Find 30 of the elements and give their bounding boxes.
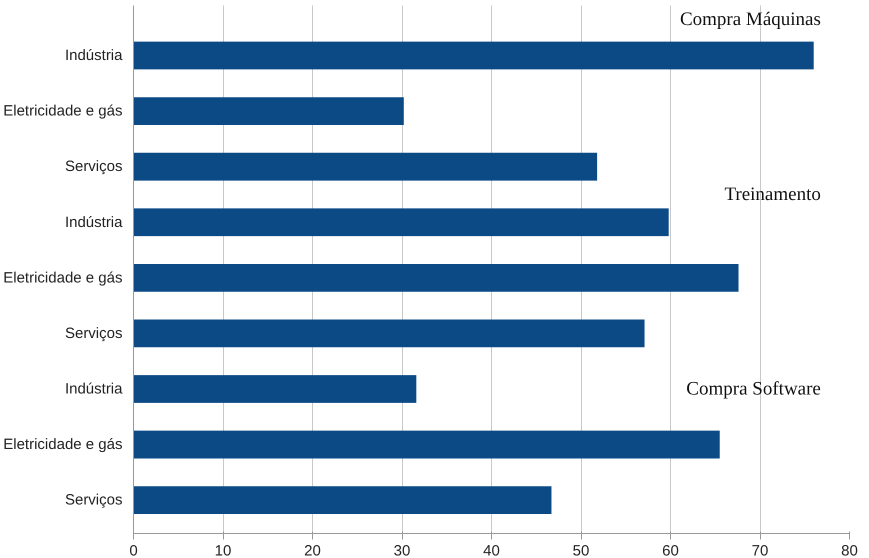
- bar: [134, 152, 598, 181]
- x-tick-label: 10: [214, 542, 232, 558]
- x-tick-label: 40: [483, 542, 500, 558]
- y-tick-label: Serviços: [64, 158, 123, 176]
- bar: [134, 264, 739, 292]
- bar: [134, 486, 552, 514]
- bar: [134, 430, 720, 458]
- x-tick-label: 80: [841, 542, 858, 558]
- annotation: Treinamento: [724, 184, 821, 205]
- y-tick-label: Indústria: [64, 47, 124, 64]
- annotation: Compra Máquinas: [680, 8, 821, 30]
- y-tick-label: Indústria: [64, 380, 124, 398]
- x-tick-label: 50: [572, 542, 590, 558]
- x-tick-label: 20: [304, 542, 321, 558]
- bar: [134, 375, 416, 403]
- bar: [134, 42, 814, 70]
- y-tick-label: Indústria: [64, 214, 124, 231]
- x-tick-label: 0: [129, 542, 138, 558]
- y-tick-label: Eletricidade e gás: [3, 269, 123, 286]
- y-tick-label: Eletricidade e gás: [3, 102, 123, 120]
- x-tick-label: 70: [752, 542, 768, 558]
- x-tick-label: 60: [662, 542, 679, 558]
- bar: [134, 97, 404, 125]
- x-tick-label: 30: [394, 542, 410, 558]
- y-tick-label: Serviços: [64, 492, 123, 509]
- y-tick-label: Serviços: [64, 324, 123, 342]
- bar: [134, 320, 645, 348]
- annotation: Compra Software: [686, 378, 821, 400]
- y-tick-label: Eletricidade e gás: [3, 436, 123, 454]
- bar: [134, 208, 669, 236]
